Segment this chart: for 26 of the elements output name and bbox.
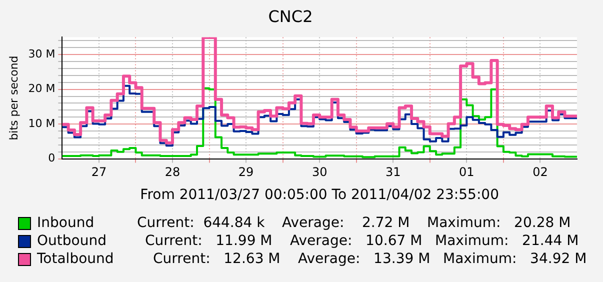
x-tick-label: 01 [459,165,474,180]
y-tick-label: 0 [48,152,56,165]
y-tick-label: 20 M [28,82,56,96]
x-tick-label: 30 [312,165,328,180]
text: Current: 644.84 k [137,215,266,231]
text: Maximum: 20.28 M [427,215,572,231]
chart-title: CNC2 [268,6,313,26]
y-tick-label: 10 M [28,116,56,130]
text: Average: 2.72 M [282,215,411,231]
text: Average: 10.67 M [290,233,424,249]
legend-label: Inbound [37,215,96,231]
text: Average: 13.39 M [298,251,432,267]
x-tick-label: 27 [91,165,107,180]
text: Maximum: 21.44 M [435,233,580,249]
y-tick-label: 30 M [28,47,56,60]
y-axis-title: bits per second [7,56,20,140]
text: Current: 12.63 M [153,251,282,267]
x-tick-label: 02 [532,165,548,180]
x-tick-label: 28 [164,165,180,180]
x-tick-label: 29 [238,165,254,180]
x-tick-label: 31 [385,165,401,180]
text: Maximum: 34.92 M [443,251,588,267]
legend-label: Outbound [37,233,108,249]
x-axis-title: From 2011/03/27 00:05:00 To 2011/04/02 23:55:00 [140,187,499,204]
text: Current: 11.99 M [145,233,274,249]
legend-label: Totalbound [37,251,115,267]
